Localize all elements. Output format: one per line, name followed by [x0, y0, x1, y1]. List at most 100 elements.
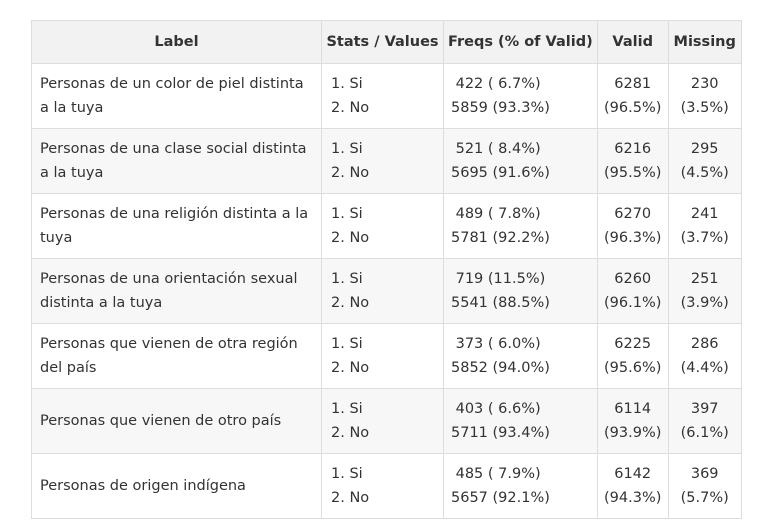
missing-cell: 286 (4.4%) [667, 323, 742, 389]
missing-percent: (3.5%) [680, 100, 729, 116]
stats-cell: 1. Si 2. No [321, 128, 444, 194]
freq-value: 403 ( 6.6%) [451, 401, 541, 417]
missing-cell: 397 (6.1%) [667, 388, 742, 454]
freqs-cell: 489 ( 7.8%) 5781 (92.2%) [443, 193, 598, 259]
stats-cell: 1. Si 2. No [321, 193, 444, 259]
missing-percent: (4.5%) [680, 165, 729, 181]
freq-value: 373 ( 6.0%) [451, 336, 541, 352]
valid-cell: 6281 (96.5%) [596, 63, 669, 129]
table-body: Personas de un color de piel distinta a … [31, 63, 742, 519]
table-header: Label Stats / Values Freqs (% of Valid) … [31, 20, 742, 64]
stats-value: 2. No [331, 425, 370, 441]
missing-percent: (5.7%) [680, 490, 729, 506]
stats-value: 2. No [331, 360, 370, 376]
freq-value: 521 ( 8.4%) [451, 141, 541, 157]
row-label: Personas de una orientación sexual disti… [40, 271, 298, 311]
stats-value: 1. Si [331, 206, 363, 222]
valid-percent: (95.6%) [604, 360, 662, 376]
valid-count: 6281 [614, 76, 652, 92]
freq-value: 719 (11.5%) [451, 271, 546, 287]
freq-value: 5695 (91.6%) [451, 165, 550, 181]
freq-value: 422 ( 6.7%) [451, 76, 541, 92]
freq-value: 485 ( 7.9%) [451, 466, 541, 482]
stats-value: 2. No [331, 165, 370, 181]
valid-cell: 6142 (94.3%) [596, 453, 669, 519]
frequency-table: Label Stats / Values Freqs (% of Valid) … [31, 20, 742, 519]
valid-cell: 6114 (93.9%) [596, 388, 669, 454]
missing-cell: 251 (3.9%) [667, 258, 742, 324]
missing-count: 286 [690, 336, 719, 352]
missing-count: 397 [690, 401, 719, 417]
freqs-cell: 373 ( 6.0%) 5852 (94.0%) [443, 323, 598, 389]
stats-value: 1. Si [331, 271, 363, 287]
header-freqs: Freqs (% of Valid) [443, 20, 598, 64]
frequency-table-container: Label Stats / Values Freqs (% of Valid) … [31, 20, 742, 519]
freq-value: 5852 (94.0%) [451, 360, 550, 376]
stats-value: 1. Si [331, 466, 363, 482]
row-label-cell: Personas que vienen de otra región del p… [31, 323, 322, 389]
valid-percent: (94.3%) [604, 490, 662, 506]
freq-value: 5781 (92.2%) [451, 230, 550, 246]
freqs-cell: 719 (11.5%) 5541 (88.5%) [443, 258, 598, 324]
stats-value: 1. Si [331, 336, 363, 352]
valid-percent: (96.1%) [604, 295, 662, 311]
stats-value: 2. No [331, 100, 370, 116]
valid-percent: (96.5%) [604, 100, 662, 116]
missing-percent: (3.9%) [680, 295, 729, 311]
row-label-cell: Personas de una orientación sexual disti… [31, 258, 322, 324]
missing-count: 369 [690, 466, 719, 482]
missing-count: 295 [690, 141, 719, 157]
missing-percent: (6.1%) [680, 425, 729, 441]
freq-value: 5859 (93.3%) [451, 100, 550, 116]
freqs-cell: 521 ( 8.4%) 5695 (91.6%) [443, 128, 598, 194]
stats-cell: 1. Si 2. No [321, 323, 444, 389]
missing-cell: 369 (5.7%) [667, 453, 742, 519]
missing-count: 241 [690, 206, 719, 222]
table-row: Personas que vienen de otra región del p… [31, 323, 742, 389]
valid-cell: 6270 (96.3%) [596, 193, 669, 259]
missing-cell: 241 (3.7%) [667, 193, 742, 259]
stats-value: 2. No [331, 295, 370, 311]
stats-value: 2. No [331, 490, 370, 506]
valid-percent: (96.3%) [604, 230, 662, 246]
missing-percent: (3.7%) [680, 230, 729, 246]
table-row: Personas de origen indígena 1. Si 2. No 4… [31, 453, 742, 519]
missing-cell: 295 (4.5%) [667, 128, 742, 194]
freq-value: 5711 (93.4%) [451, 425, 550, 441]
row-label: Personas que vienen de otra región del p… [40, 336, 298, 376]
valid-cell: 6225 (95.6%) [596, 323, 669, 389]
freq-value: 489 ( 7.8%) [451, 206, 541, 222]
valid-cell: 6216 (95.5%) [596, 128, 669, 194]
table-row: Personas de un color de piel distinta a … [31, 63, 742, 129]
valid-count: 6142 [614, 466, 652, 482]
valid-cell: 6260 (96.1%) [596, 258, 669, 324]
header-row: Label Stats / Values Freqs (% of Valid) … [31, 20, 742, 64]
freq-value: 5657 (92.1%) [451, 490, 550, 506]
valid-count: 6216 [614, 141, 652, 157]
valid-count: 6114 [614, 401, 652, 417]
missing-count: 251 [690, 271, 719, 287]
missing-percent: (4.4%) [680, 360, 729, 376]
row-label-cell: Personas de una religión distinta a la t… [31, 193, 322, 259]
stats-cell: 1. Si 2. No [321, 258, 444, 324]
table-row: Personas que vienen de otro país 1. Si 2.… [31, 388, 742, 454]
row-label-cell: Personas que vienen de otro país [31, 388, 322, 454]
table-row: Personas de una orientación sexual disti… [31, 258, 742, 324]
header-stats-values: Stats / Values [321, 20, 444, 64]
valid-count: 6225 [614, 336, 652, 352]
header-valid: Valid [596, 20, 669, 64]
stats-cell: 1. Si 2. No [321, 388, 444, 454]
valid-percent: (93.9%) [604, 425, 662, 441]
freq-value: 5541 (88.5%) [451, 295, 550, 311]
stats-cell: 1. Si 2. No [321, 453, 444, 519]
table-row: Personas de una clase social distinta a … [31, 128, 742, 194]
row-label: Personas de una clase social distinta a … [40, 141, 307, 181]
row-label-cell: Personas de origen indígena [31, 453, 322, 519]
row-label-cell: Personas de un color de piel distinta a … [31, 63, 322, 129]
valid-count: 6260 [614, 271, 652, 287]
stats-value: 1. Si [331, 401, 363, 417]
freqs-cell: 485 ( 7.9%) 5657 (92.1%) [443, 453, 598, 519]
header-missing: Missing [667, 20, 742, 64]
stats-value: 1. Si [331, 141, 363, 157]
header-label: Label [31, 20, 322, 64]
